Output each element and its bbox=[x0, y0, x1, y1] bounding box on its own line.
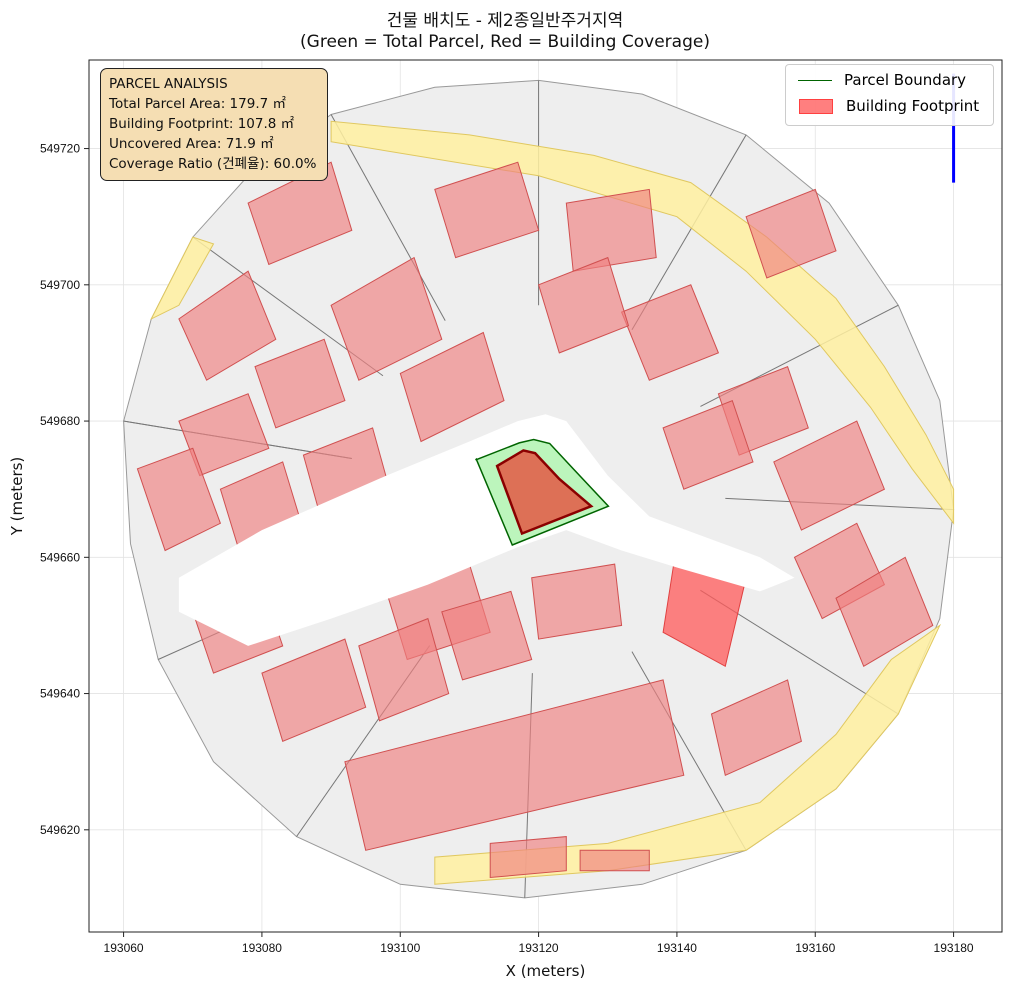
x-tick-label: 193160 bbox=[795, 941, 835, 955]
road bbox=[434, 623, 942, 885]
context-building bbox=[745, 188, 837, 279]
context-building bbox=[178, 270, 277, 381]
legend: Parcel Boundary Building Footprint bbox=[785, 64, 994, 126]
context-building bbox=[344, 679, 685, 851]
info-uncovered: Uncovered Area: 71.9 ㎡ bbox=[109, 136, 274, 152]
context-building bbox=[434, 161, 540, 259]
chart-title-line-1: 건물 배치도 - 제2종일반주거지역 bbox=[386, 11, 624, 31]
y-tick-label: 549720 bbox=[40, 142, 80, 156]
parcel-analysis-box: PARCEL ANALYSIS Total Parcel Area: 179.7… bbox=[100, 68, 328, 181]
context-building bbox=[399, 331, 505, 443]
y-tick-label: 549700 bbox=[40, 278, 80, 292]
target-building bbox=[495, 449, 594, 536]
context-building bbox=[254, 338, 346, 429]
legend-item-building-footprint: Building Footprint bbox=[798, 96, 979, 116]
y-axis-label: Y (meters) bbox=[8, 457, 26, 537]
x-tick-label: 193140 bbox=[657, 941, 697, 955]
context-building bbox=[330, 256, 443, 381]
x-tick-label: 193080 bbox=[242, 941, 282, 955]
y-tick-label: 549620 bbox=[40, 823, 80, 837]
context-building bbox=[489, 836, 567, 879]
street-void bbox=[178, 414, 795, 646]
legend-label: Building Footprint bbox=[846, 97, 980, 115]
context-building bbox=[620, 284, 720, 381]
context-building bbox=[662, 399, 754, 490]
x-tick-label: 193120 bbox=[519, 941, 559, 955]
legend-label: Parcel Boundary bbox=[844, 71, 967, 89]
y-tick-label: 549680 bbox=[40, 414, 80, 428]
legend-line-swatch bbox=[798, 79, 832, 81]
legend-item-parcel-boundary: Parcel Boundary bbox=[798, 70, 966, 90]
legend-patch-swatch bbox=[799, 98, 833, 114]
road bbox=[150, 236, 215, 321]
y-tick-label: 549660 bbox=[40, 550, 80, 564]
info-heading: PARCEL ANALYSIS bbox=[109, 76, 228, 92]
context-building bbox=[537, 256, 630, 354]
x-tick-label: 193100 bbox=[380, 941, 420, 955]
context-building bbox=[773, 420, 886, 531]
context-building bbox=[261, 638, 367, 742]
context-building bbox=[579, 849, 650, 872]
y-tick-label: 549640 bbox=[40, 687, 80, 701]
x-tick-label: 193180 bbox=[934, 941, 974, 955]
axes: 193060 193080 193100 193120 193140 193160 1931… bbox=[8, 59, 1003, 980]
context-building bbox=[358, 617, 450, 722]
chart-title-line-2: (Green = Total Parcel, Red = Building Co… bbox=[300, 32, 710, 52]
info-footprint: Building Footprint: 107.8 ㎡ bbox=[109, 116, 295, 132]
x-tick-label: 193060 bbox=[104, 941, 144, 955]
plot-frame bbox=[88, 59, 1003, 933]
context-building bbox=[136, 447, 222, 552]
x-axis-label: X (meters) bbox=[506, 962, 586, 980]
lot-line bbox=[330, 114, 446, 321]
context-building bbox=[441, 590, 533, 681]
context-building bbox=[835, 556, 934, 668]
context-building bbox=[710, 679, 802, 777]
info-coverage: Coverage Ratio (건폐율): 60.0% bbox=[109, 156, 317, 172]
context-building bbox=[531, 563, 623, 640]
info-total-area: Total Parcel Area: 179.7 ㎡ bbox=[109, 96, 286, 112]
context-building bbox=[565, 188, 657, 272]
lot-line bbox=[631, 134, 747, 331]
target-parcel-layer bbox=[475, 73, 956, 546]
